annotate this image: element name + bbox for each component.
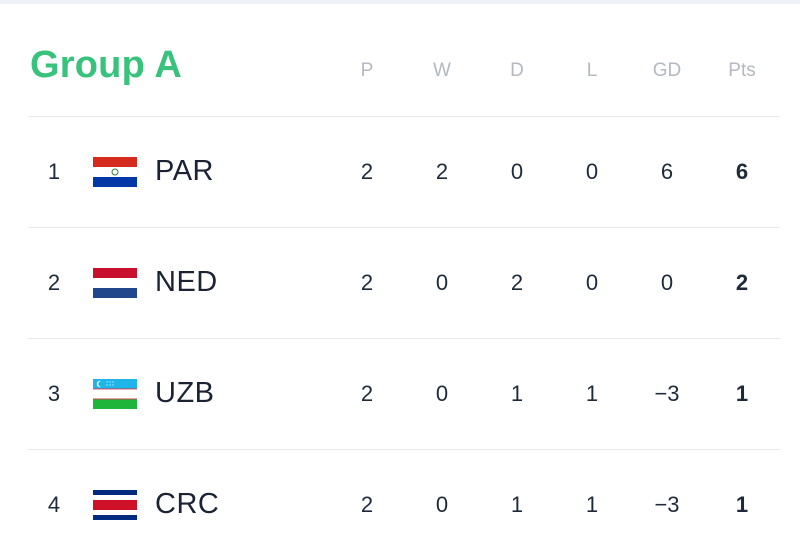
column-header-points: Pts: [728, 60, 756, 81]
goal-difference-value: 6: [660, 159, 674, 184]
won-value: 0: [435, 270, 449, 295]
rank: 2: [47, 270, 61, 295]
goal-difference-value: 0: [660, 270, 674, 295]
group-title: Group A: [30, 44, 182, 86]
team-name[interactable]: NED: [155, 266, 218, 298]
won-value: 2: [435, 159, 449, 184]
played-value: 2: [360, 492, 374, 517]
goal-difference-value: −3: [654, 492, 680, 517]
points-value: 1: [735, 492, 749, 517]
lost-value: 1: [585, 492, 599, 517]
drawn-value: 1: [510, 381, 524, 406]
played-value: 2: [360, 270, 374, 295]
column-header-goal-difference: GD: [652, 60, 682, 81]
rank: 1: [47, 159, 61, 184]
column-header-won: W: [433, 60, 451, 81]
drawn-value: 1: [510, 492, 524, 517]
rank: 4: [47, 492, 61, 517]
drawn-value: 0: [510, 159, 524, 184]
divider: [28, 116, 780, 117]
points-value: 1: [735, 381, 749, 406]
column-header-drawn: D: [510, 60, 524, 81]
rank: 3: [47, 381, 61, 406]
column-header-lost: L: [586, 60, 598, 81]
goal-difference-value: −3: [654, 381, 680, 406]
divider: [28, 338, 780, 339]
won-value: 0: [435, 492, 449, 517]
table-row[interactable]: 1 PAR 2 2 0 0 6 6: [0, 117, 800, 227]
played-value: 2: [360, 381, 374, 406]
lost-value: 1: [585, 381, 599, 406]
flag-netherlands-icon: [93, 268, 137, 298]
points-value: 6: [735, 159, 749, 184]
flag-uzbekistan-icon: [93, 379, 137, 409]
team-name[interactable]: CRC: [155, 488, 220, 520]
top-strip: [0, 0, 800, 4]
flag-costa-rica-icon: [93, 490, 137, 520]
divider: [28, 449, 780, 450]
flag-paraguay-icon: [93, 157, 137, 187]
table-row[interactable]: 3 UZB 2 0 1 1 −3 1: [0, 339, 800, 449]
team-name[interactable]: PAR: [155, 155, 214, 187]
table-row[interactable]: 2 NED 2 0 2 0 0 2: [0, 228, 800, 338]
team-name[interactable]: UZB: [155, 377, 215, 409]
lost-value: 0: [585, 159, 599, 184]
column-header-played: P: [360, 60, 374, 81]
lost-value: 0: [585, 270, 599, 295]
drawn-value: 2: [510, 270, 524, 295]
points-value: 2: [735, 270, 749, 295]
table-row[interactable]: 4 CRC 2 0 1 1 −3 1: [0, 450, 800, 560]
won-value: 0: [435, 381, 449, 406]
divider: [28, 227, 780, 228]
played-value: 2: [360, 159, 374, 184]
